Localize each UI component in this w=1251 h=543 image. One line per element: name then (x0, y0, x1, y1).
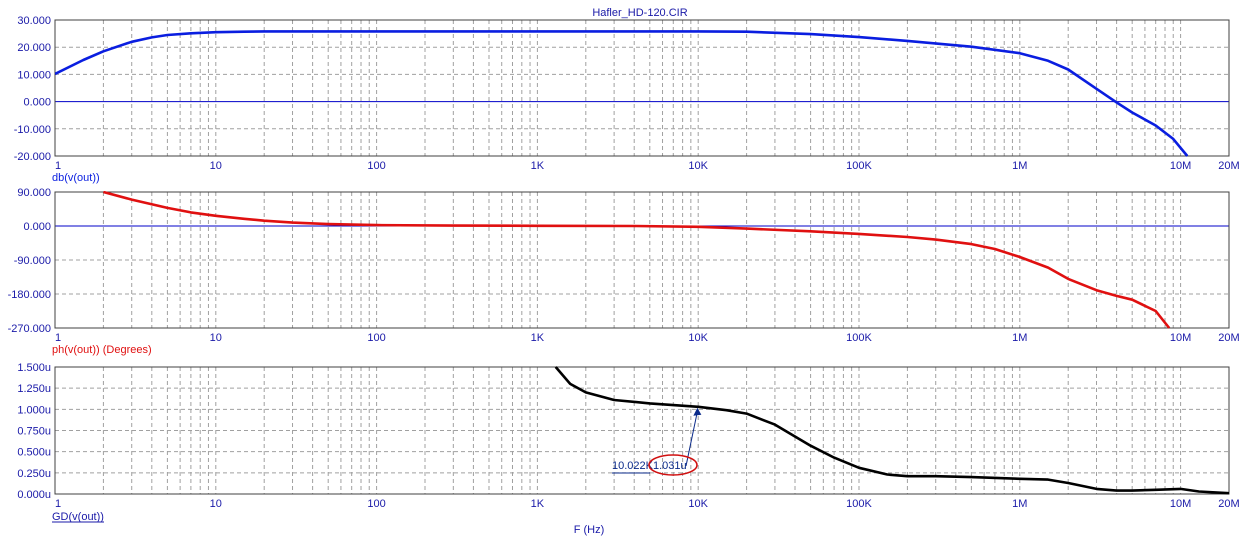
x-tick-label: 20M (1218, 332, 1239, 344)
x-tick-label: 1 (55, 160, 61, 172)
annotation-arrowhead (693, 407, 702, 416)
panel-1: 30.000 20.000 10.000 0.000 -10.000 -20.000 1 10… (14, 15, 1240, 184)
x-tick-label: 20M (1218, 160, 1239, 172)
x-tick-label: 1K (531, 160, 545, 172)
x-tick-label: 100 (367, 498, 385, 510)
y-tick-label: 0.250u (17, 468, 51, 480)
y-tick-label: 0.000 (23, 97, 51, 109)
y-tick-label: 1.250u (17, 383, 51, 395)
y-tick-label: 0.500u (17, 447, 51, 459)
y-axis-label: ph(v(out)) (Degrees) (52, 344, 152, 356)
plot-frame (54, 19, 1230, 157)
plot-frame (54, 191, 1230, 329)
annotation-y-value: 1.031u (653, 460, 687, 472)
x-tick-label: 10M (1170, 332, 1191, 344)
y-tick-label: 0.000u (17, 489, 51, 501)
y-axis-label: db(v(out)) (52, 172, 100, 184)
x-tick-label: 100K (846, 332, 872, 344)
y-tick-label: 20.000 (17, 42, 51, 54)
x-tick-label: 1 (55, 332, 61, 344)
x-tick-label: 20M (1218, 498, 1239, 510)
y-tick-label: 10.000 (17, 69, 51, 81)
x-tick-label: 10M (1170, 160, 1191, 172)
y-tick-label: -20.000 (14, 151, 51, 163)
y-tick-label: 1.500u (17, 362, 51, 374)
y-tick-label: -180.000 (8, 289, 51, 301)
y-tick-label: -10.000 (14, 124, 51, 136)
x-tick-label: 1M (1012, 332, 1027, 344)
x-tick-label: 100K (846, 160, 872, 172)
series-line (554, 366, 1229, 495)
x-tick-label: 1K (531, 498, 545, 510)
y-tick-label: 0.750u (17, 426, 51, 438)
x-tick-label: 1 (55, 498, 61, 510)
x-tick-label: 10 (210, 498, 222, 510)
series-line (103, 191, 1171, 329)
plot-frame (54, 366, 1230, 495)
y-tick-label: 30.000 (17, 15, 51, 27)
x-tick-label: 10 (210, 332, 222, 344)
x-tick-label: 10K (688, 332, 708, 344)
x-tick-label: 1K (531, 332, 545, 344)
x-axis-label: F (Hz) (574, 524, 605, 536)
panel-2: 90.000 0.000 -90.000 -180.000 -270.000 1 10 100… (8, 187, 1240, 356)
panel-3: 1.500u 1.250u 1.000u 0.750u 0.500u 0.250u 0.00… (17, 362, 1239, 523)
x-tick-label: 100K (846, 498, 872, 510)
x-tick-label: 10K (688, 160, 708, 172)
x-tick-label: 1M (1012, 160, 1027, 172)
y-tick-label: 90.000 (17, 187, 51, 199)
y-tick-label: 1.000u (17, 404, 51, 416)
x-tick-label: 10K (688, 498, 708, 510)
chart-title: Hafler_HD-120.CIR (592, 7, 687, 19)
x-tick-label: 10M (1170, 498, 1191, 510)
highlight-circle (648, 454, 698, 476)
x-tick-label: 100 (367, 160, 385, 172)
x-tick-label: 100 (367, 332, 385, 344)
x-tick-label: 1M (1012, 498, 1027, 510)
y-tick-label: -90.000 (14, 255, 51, 267)
y-axis-label: GD(v(out)) (52, 511, 104, 523)
annotation-x-value: 10.022K (612, 460, 654, 472)
y-tick-label: -270.000 (8, 323, 51, 335)
y-tick-label: 0.000 (23, 221, 51, 233)
series-line (55, 30, 1189, 157)
x-tick-label: 10 (210, 160, 222, 172)
